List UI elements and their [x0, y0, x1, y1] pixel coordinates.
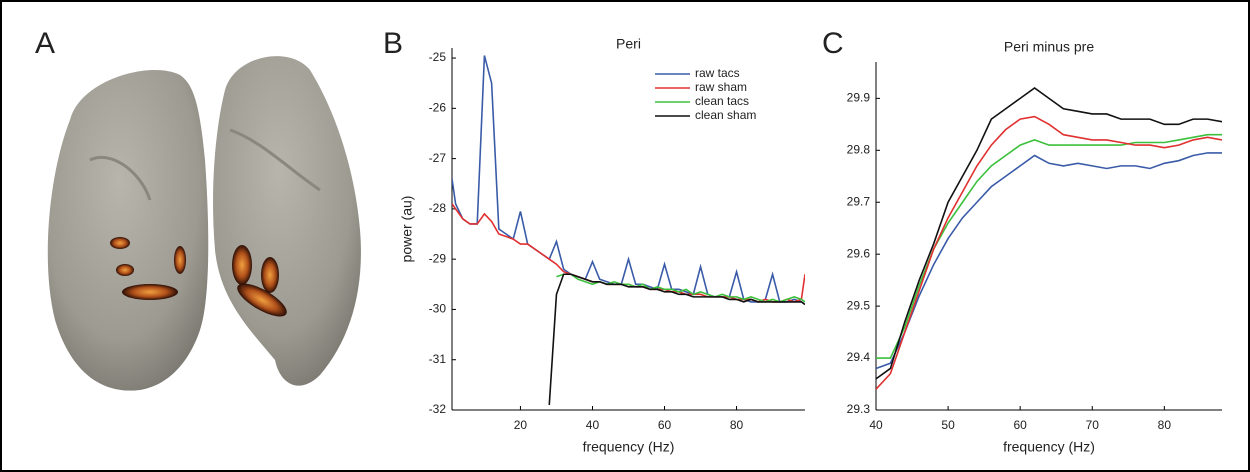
activation: [116, 264, 134, 276]
legend-label: clean sham: [695, 108, 756, 122]
series-line: [876, 115, 1222, 390]
x-tick-label: 40: [586, 418, 600, 432]
x-tick-label: 50: [941, 418, 955, 432]
y-tick-label: -31: [429, 352, 447, 366]
brain-left: [47, 70, 209, 391]
y-axis-label: power (au): [399, 196, 415, 263]
series-line: [556, 273, 805, 303]
x-axis-label: frequency (Hz): [1003, 439, 1095, 455]
activation: [261, 257, 279, 293]
y-tick-label: 29.5: [847, 298, 871, 312]
y-tick-label: -29: [429, 251, 447, 265]
y-tick-label: 29.6: [847, 246, 871, 260]
x-tick-label: 40: [869, 418, 883, 432]
y-tick-label: -25: [429, 50, 447, 64]
brain-image: [47, 56, 361, 391]
legend-label: raw sham: [695, 80, 747, 94]
x-tick-label: 60: [1013, 418, 1027, 432]
y-tick-label: -30: [429, 302, 447, 316]
plot-area: [876, 86, 1222, 390]
series-line: [876, 86, 1222, 380]
legend-label: clean tacs: [695, 94, 749, 108]
activation: [174, 246, 186, 274]
activation: [232, 245, 252, 285]
brain-right: [213, 56, 361, 386]
y-tick-label: 29.9: [847, 91, 871, 105]
y-tick-label: 29.3: [847, 402, 871, 416]
activation: [110, 237, 130, 249]
x-axis-label: frequency (Hz): [583, 439, 675, 455]
x-tick-label: 60: [658, 418, 672, 432]
x-tick-label: 20: [514, 418, 528, 432]
panel-label: B: [383, 27, 403, 60]
y-tick-label: -27: [429, 151, 447, 165]
activation: [237, 283, 287, 317]
chart-title: Peri: [616, 36, 641, 52]
chart-title: Peri minus pre: [1004, 39, 1094, 55]
series-line: [876, 152, 1222, 370]
y-tick-label: 29.8: [847, 142, 871, 156]
activation: [122, 284, 178, 300]
y-tick-label: 29.4: [847, 350, 871, 364]
x-tick-label: 70: [1086, 418, 1100, 432]
y-tick-label: -26: [429, 101, 447, 115]
plot-area: [452, 55, 805, 406]
y-tick-label: -32: [429, 402, 447, 416]
y-tick-label: -28: [429, 201, 447, 215]
series-line: [876, 133, 1222, 359]
y-tick-label: 29.7: [847, 194, 871, 208]
legend-label: raw tacs: [695, 66, 740, 80]
sulcus: [89, 128, 321, 201]
series-line: [548, 273, 805, 406]
x-tick-label: 80: [730, 418, 744, 432]
x-tick-label: 80: [1158, 418, 1172, 432]
panel-label: A: [35, 27, 55, 60]
panel-label: C: [822, 27, 844, 60]
series-line: [452, 55, 805, 306]
